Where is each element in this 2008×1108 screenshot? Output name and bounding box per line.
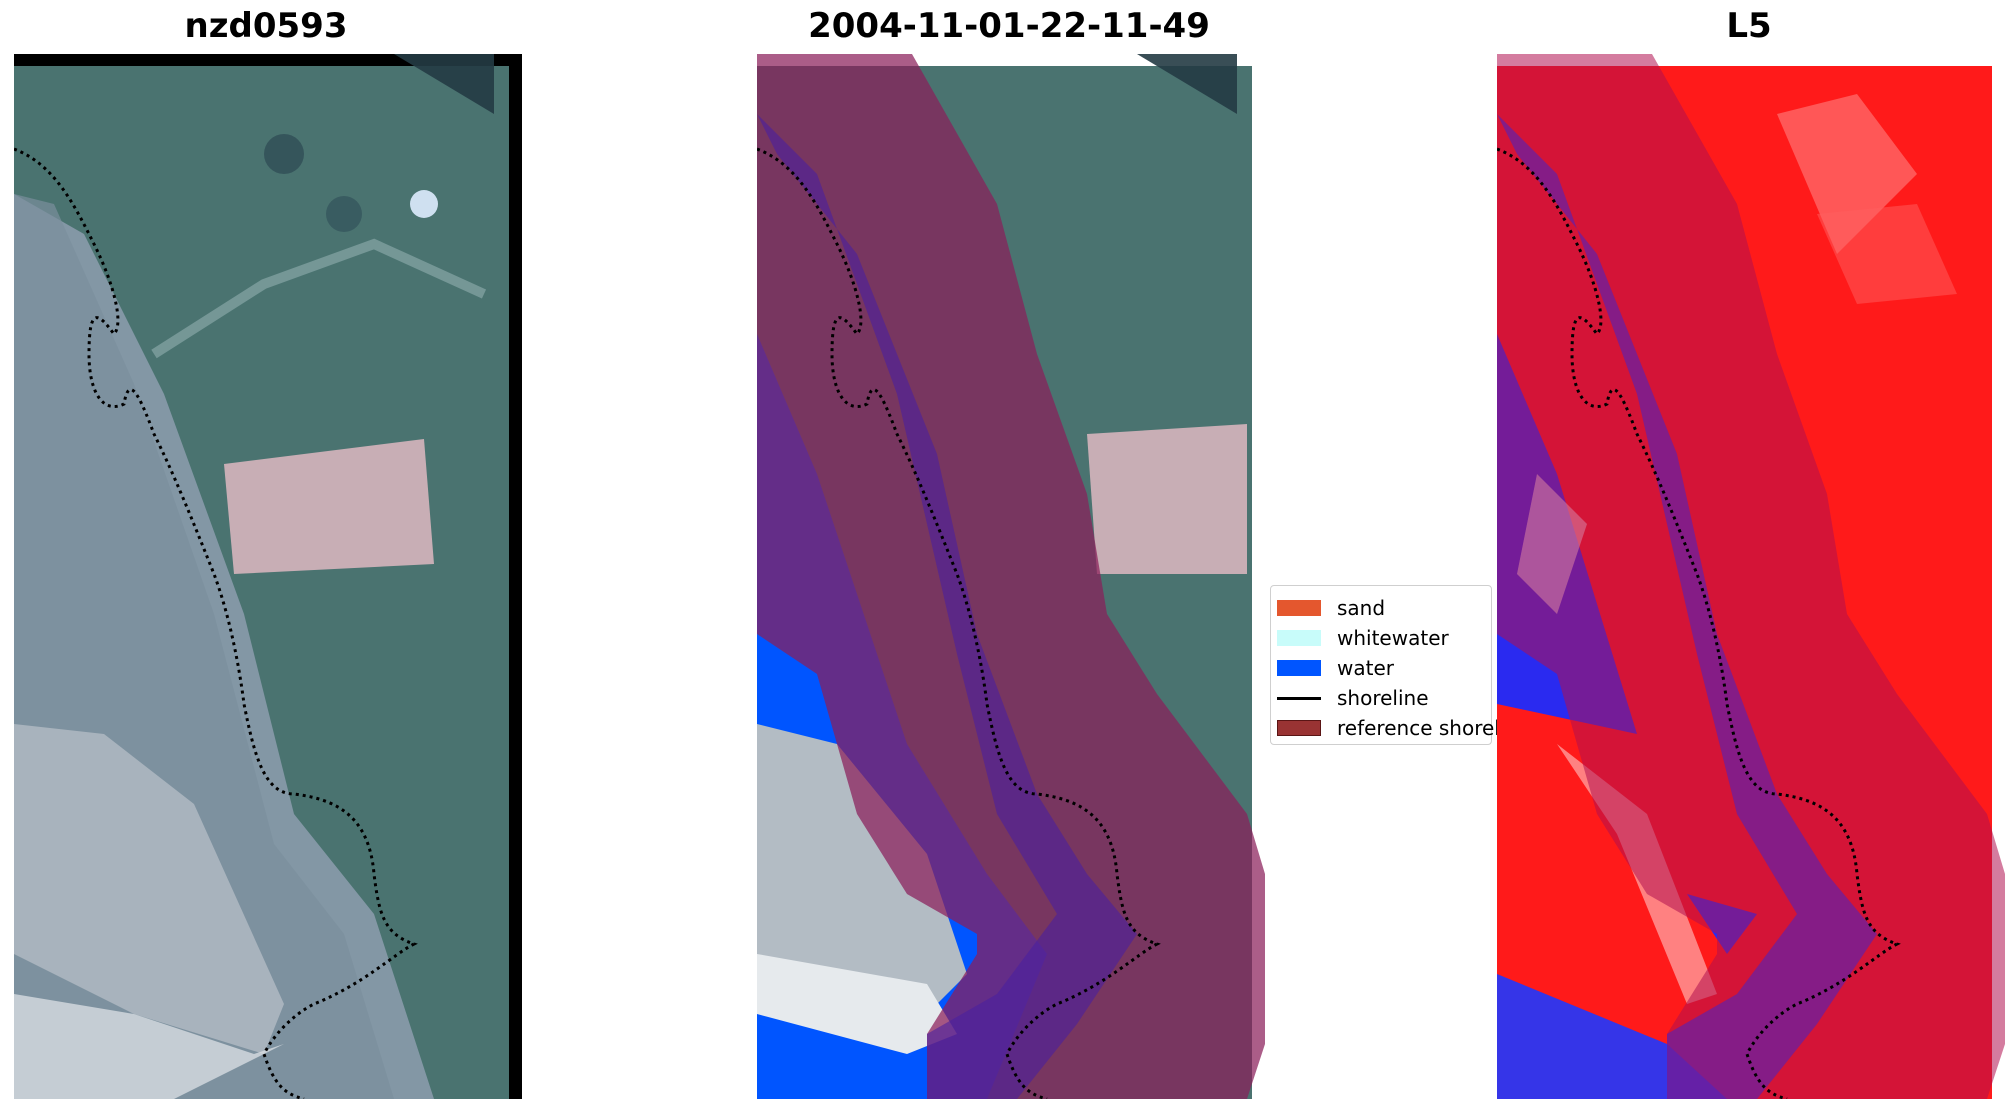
legend-item-shoreline: shoreline [1277,684,1429,712]
l5-panel [1497,54,2005,1099]
legend-item-water: water [1277,654,1394,682]
legend-label: water [1337,656,1394,680]
panel-title-image: nzd0593 [184,6,348,46]
water-swatch [1277,660,1321,676]
panel-title-classification: 2004-11-01-22-11-49 [808,6,1210,46]
sand-swatch [1277,600,1321,616]
legend-item-sand: sand [1277,594,1385,622]
rgb-image-panel [14,54,522,1099]
reference-buffer-swatch [1277,720,1321,736]
legend-item-whitewater: whitewater [1277,624,1449,652]
shoreline-swatch [1277,696,1321,700]
legend-label: whitewater [1337,626,1449,650]
classification-panel [757,54,1265,1099]
classification-image [757,54,1265,1099]
legend-label: shoreline [1337,686,1429,710]
legend: sand whitewater water shoreline referenc… [1270,585,1596,745]
rgb-image [14,54,522,1099]
panel-title-l5: L5 [1726,6,1772,46]
whitewater-swatch [1277,630,1321,646]
legend-label: sand [1337,596,1386,620]
l5-image [1497,54,2005,1099]
